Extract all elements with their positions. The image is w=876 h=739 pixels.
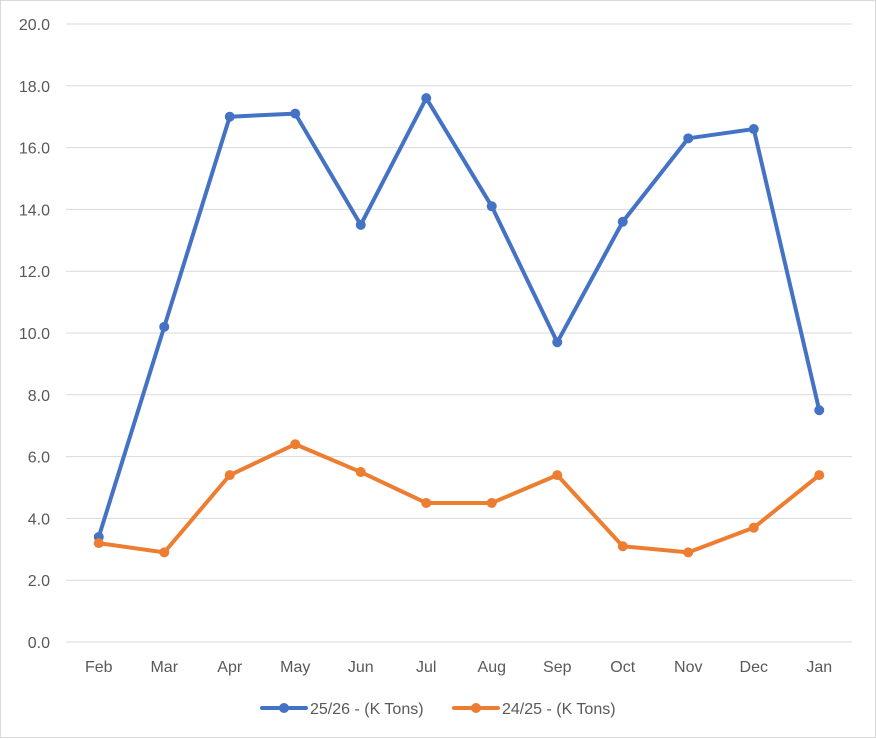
legend-label: 25/26 - (K Tons)	[310, 701, 424, 718]
data-point	[93, 538, 104, 549]
x-tick-label: Jan	[806, 659, 832, 676]
y-tick-label: 14.0	[19, 202, 50, 219]
legend-label: 24/25 - (K Tons)	[502, 701, 616, 718]
data-point	[748, 522, 759, 533]
x-tick-label: Jul	[416, 659, 436, 676]
legend-swatch-marker	[471, 703, 481, 713]
x-tick-label: Feb	[85, 659, 113, 676]
data-point	[748, 124, 759, 135]
data-point	[486, 497, 497, 508]
data-point	[421, 497, 432, 508]
x-tick-label: Aug	[478, 659, 506, 676]
x-tick-label: Dec	[740, 659, 768, 676]
y-tick-label: 4.0	[28, 511, 50, 528]
data-point	[290, 439, 301, 450]
data-point	[552, 470, 563, 481]
data-point	[814, 470, 825, 481]
series-line	[96, 442, 822, 555]
data-point	[617, 541, 628, 552]
series-2	[93, 439, 825, 558]
data-point	[159, 547, 170, 558]
x-tick-label: Mar	[150, 659, 178, 676]
gridlines	[66, 23, 852, 643]
x-tick-label: May	[280, 659, 310, 676]
series-lines	[93, 93, 825, 558]
data-point	[617, 216, 628, 227]
data-point	[683, 133, 694, 144]
data-point	[355, 219, 366, 230]
y-tick-label: 18.0	[19, 79, 50, 96]
y-tick-label: 12.0	[19, 264, 50, 281]
data-point	[290, 108, 301, 119]
y-tick-label: 6.0	[28, 450, 50, 467]
x-tick-label: Apr	[217, 659, 243, 676]
y-tick-label: 16.0	[19, 141, 50, 158]
data-point	[421, 93, 432, 104]
y-tick-label: 20.0	[19, 17, 50, 34]
series-1	[93, 93, 825, 542]
y-tick-label: 0.0	[28, 635, 50, 652]
y-axis-ticks: 0.0 2.0 4.0 6.0 8.0 10.0 12.0 14.0 16.0 18.0 20.0	[19, 17, 50, 652]
data-point	[814, 405, 825, 416]
data-point	[552, 337, 563, 348]
x-tick-label: Sep	[543, 659, 572, 676]
legend-item: 25/26 - (K Tons)	[260, 701, 424, 718]
series-line	[96, 96, 822, 539]
legend-item: 24/25 - (K Tons)	[452, 701, 616, 718]
x-axis-ticks: Feb Mar Apr May Jun Jul Aug Sep Oct Nov Dec Jan	[85, 659, 832, 676]
legend-swatch-marker	[279, 703, 289, 713]
y-tick-label: 8.0	[28, 388, 50, 405]
legend: 25/26 - (K Tons) 24/25 - (K Tons)	[260, 701, 616, 718]
data-point	[355, 467, 366, 478]
data-point	[486, 201, 497, 212]
data-point	[159, 321, 170, 332]
data-point	[224, 470, 235, 481]
y-tick-label: 2.0	[28, 573, 50, 590]
x-tick-label: Oct	[610, 659, 635, 676]
y-tick-label: 10.0	[19, 326, 50, 343]
x-tick-label: Jun	[348, 659, 374, 676]
data-point	[224, 111, 235, 122]
data-point	[683, 547, 694, 558]
x-tick-label: Nov	[674, 659, 702, 676]
